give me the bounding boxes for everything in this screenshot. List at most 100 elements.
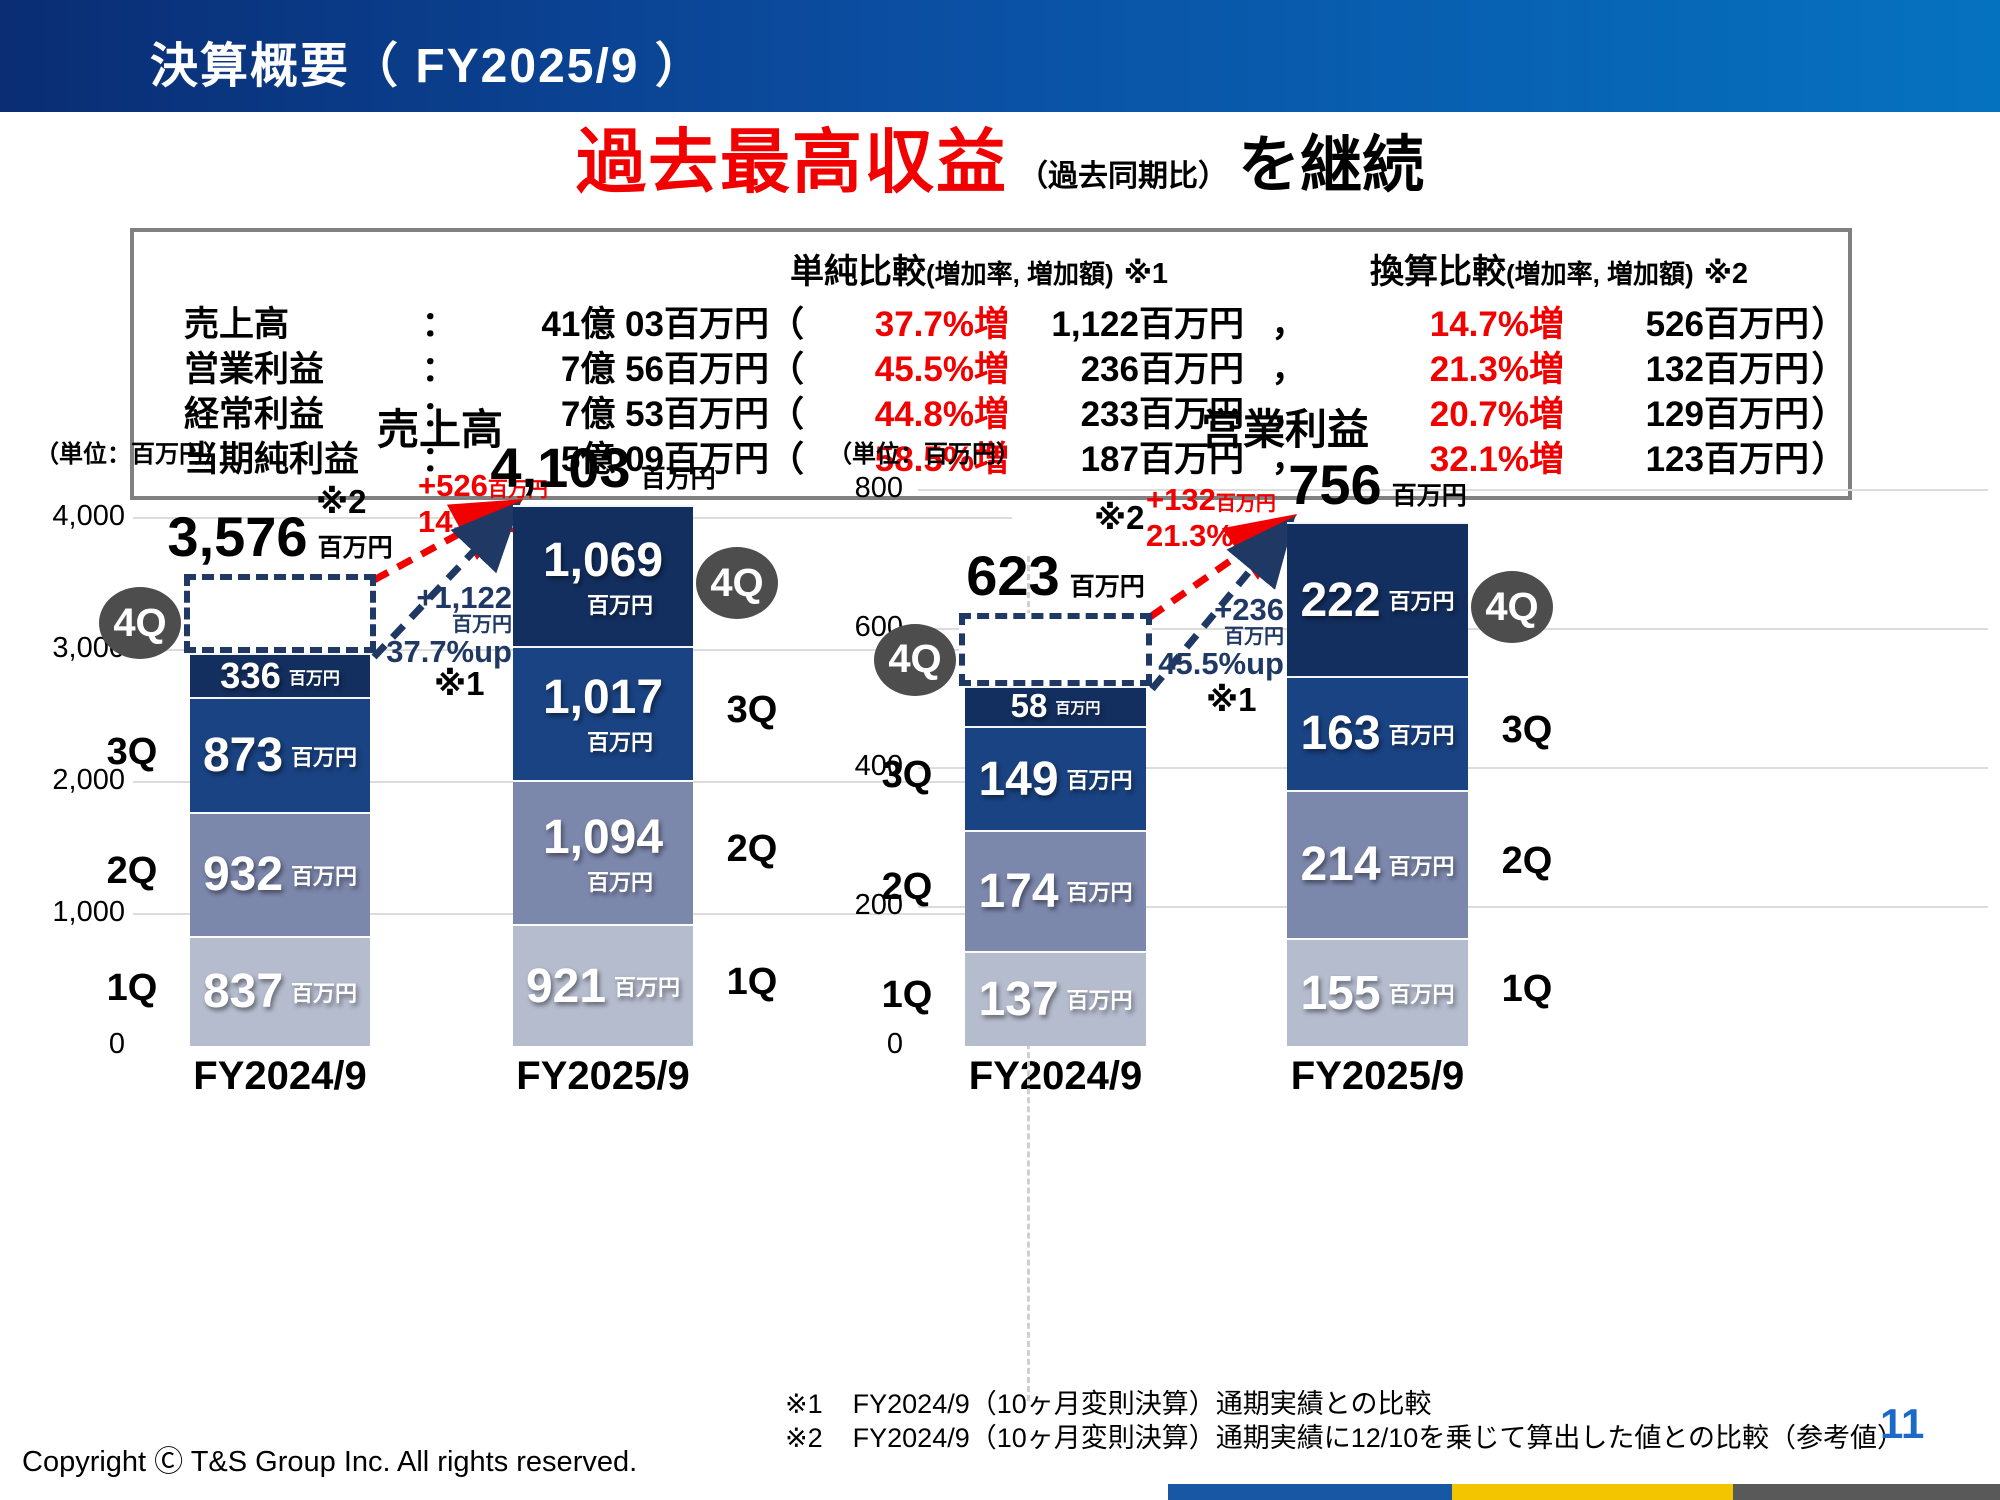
segment-unit: 百万円 (614, 975, 681, 1001)
open-paren: （ (769, 350, 805, 389)
converted-pct: 14.7%増 (1429, 305, 1564, 344)
close-paren: ） (1811, 395, 1847, 434)
segment-value: 58 (1010, 688, 1048, 726)
bar-segment-label: 149 百万円 (965, 728, 1146, 830)
summary-col1-title: 単純比較 (789, 253, 926, 291)
total-unit: 百万円 (1391, 481, 1467, 510)
colon: ： (421, 350, 457, 389)
projection-dashed-box (959, 613, 1152, 686)
bar-segment-fy20259-4q: 1,069 百万円 (513, 504, 693, 646)
bar-segment-label: 222 百万円 (1287, 524, 1468, 676)
colon: ： (421, 305, 457, 344)
segment-unit: 百万円 (586, 592, 653, 618)
simple-amount: 233百万円 (1080, 395, 1244, 434)
separator-comma: ， (1271, 350, 1307, 389)
bar-segment-label: 174 百万円 (965, 832, 1146, 951)
segment-unit: 百万円 (291, 744, 358, 770)
quarter-label-2q: 2Q (106, 850, 158, 892)
footnote-line: ※2 FY2024/9（10ヶ月変則決算）通期実績に12/10を乗じて算出した値と… (785, 1422, 1904, 1456)
bar-segment-fy20259-4q: 222 百万円 (1287, 521, 1468, 677)
segment-value: 155 (1300, 966, 1381, 1020)
simple-pct: 58.5%増 (874, 440, 1009, 479)
summary-col2-ref: ※2 (1703, 258, 1749, 290)
summary-row: 営業利益 ： 7億 56百万円（ 45.5%増 236百万円 ， 21.3%増 132百万円） (134, 341, 1848, 389)
close-paren: ） (1811, 440, 1847, 479)
converted-pct: 32.1%増 (1429, 440, 1564, 479)
separator-comma: ， (1271, 440, 1307, 479)
bar-segment-fy20249-3q: 149 百万円 (965, 726, 1146, 830)
colon: ： (421, 395, 457, 434)
page-title: 決算概要（ FY2025/9 ） (150, 40, 705, 93)
quarter-4q-badge: 4Q (696, 547, 778, 620)
ref-mark-2: ※2 (1094, 499, 1145, 536)
quarter-label-1q: 1Q (106, 966, 158, 1009)
segment-value: 921 (525, 959, 607, 1013)
footer-strip-blue (1168, 1484, 1452, 1500)
segment-value: 222 (1300, 573, 1381, 627)
bar-total-label: 3,576 百万円 (70, 504, 490, 569)
bar-segment-fy20259-3q: 1,017 百万円 (513, 645, 693, 780)
segment-value: 214 (1300, 838, 1381, 892)
gridline (918, 489, 1988, 491)
segment-value: 837 (202, 965, 284, 1019)
simple-pct: 37.7%増 (874, 305, 1009, 344)
y-axis-tick-label: 800 (854, 472, 903, 504)
bar-segment-label: 1,094 百万円 (513, 782, 693, 924)
x-axis-category-label: FY2025/9 (1290, 1054, 1465, 1098)
segment-value: 932 (202, 848, 284, 902)
summary-col2-title: 換算比較 (1369, 253, 1506, 291)
segment-unit: 百万円 (586, 730, 653, 756)
segment-unit: 百万円 (1388, 853, 1455, 879)
metric-amount: 41億 03百万円 (541, 305, 769, 344)
segment-value: 149 (978, 752, 1059, 806)
converted-pct: 21.3%増 (1429, 350, 1564, 389)
total-value: 623 (966, 544, 1060, 607)
bar-total-label: 623 百万円 (846, 543, 1266, 608)
projection-dashed-box (184, 573, 376, 653)
footer-strip-gray (1733, 1484, 2000, 1500)
bar-segment-fy20259-3q: 163 百万円 (1287, 676, 1468, 790)
segment-unit: 百万円 (1066, 988, 1133, 1014)
summary-row: 経常利益 ： 7億 53百万円（ 44.8%増 233百万円 ， 20.7%増 129百万円） (134, 386, 1848, 434)
y-axis-tick-label: 400 (854, 750, 903, 782)
slide-title-bar: 決算概要（ FY2025/9 ） (0, 0, 2000, 112)
bar-segment-fy20249-3q: 873 百万円 (190, 697, 370, 813)
ref-mark-2: ※2 (316, 483, 367, 520)
converted-amount: 129百万円 (1645, 395, 1809, 434)
metric-amount: 7億 56百万円 (560, 350, 769, 389)
metric-label: 当期純利益 (184, 440, 360, 479)
segment-unit: 百万円 (1388, 589, 1455, 615)
summary-col1-ref: ※1 (1123, 258, 1169, 290)
summary-rows: 売上高： 41億 03百万円（37.7%増 1,122百万円， 14.7%増 526百万… (134, 296, 1848, 479)
segment-value: 1,017 (542, 671, 664, 725)
total-value: 756 (1288, 452, 1382, 516)
quarter-label-3q: 3Q (726, 688, 778, 731)
quarter-label-3q: 3Q (881, 754, 933, 797)
converted-amount: 132百万円 (1645, 350, 1809, 389)
bar-segment-label: 163 百万円 (1287, 678, 1468, 789)
footnote-marker: ※1 (785, 1389, 823, 1419)
open-paren: （ (769, 305, 805, 344)
separator-comma: ， (1271, 305, 1307, 344)
metric-amount: 5億 09百万円 (560, 440, 769, 479)
x-axis-category-label: FY2024/9 (968, 1054, 1143, 1098)
quarter-label-2q: 2Q (726, 828, 778, 871)
bar-segment-fy20249-4q: 58 百万円 (965, 685, 1146, 727)
y-axis-tick-label: 2,000 (52, 764, 125, 796)
converted-delta: +526百万円 (418, 468, 548, 503)
bar-total-label: 4,103 百万円 (393, 435, 813, 500)
bar-segment-label: 155 百万円 (1287, 940, 1468, 1046)
converted-delta: +132百万円 (1146, 482, 1276, 517)
ref-mark-1: ※1 (434, 665, 485, 702)
bar-segment-label: 137 百万円 (965, 953, 1146, 1046)
segment-unit: 百万円 (1388, 722, 1455, 748)
open-paren: （ (769, 395, 805, 434)
footnotes: ※1 FY2024/9（10ヶ月変則決算）通期実績との比較 ※2 FY2024/9（1… (785, 1388, 1904, 1456)
y-axis-tick-label: 0 (108, 1028, 125, 1060)
copyright-text: Copyright Ⓒ T&S Group Inc. All rights re… (22, 1446, 638, 1478)
ref-mark-1: ※1 (1206, 681, 1257, 718)
total-value: 4,103 (490, 435, 631, 499)
bar-segment-fy20259-2q: 214 百万円 (1287, 789, 1468, 939)
bar-segment-label: 932 百万円 (190, 814, 370, 935)
bar-segment-label: 921 百万円 (513, 926, 693, 1046)
